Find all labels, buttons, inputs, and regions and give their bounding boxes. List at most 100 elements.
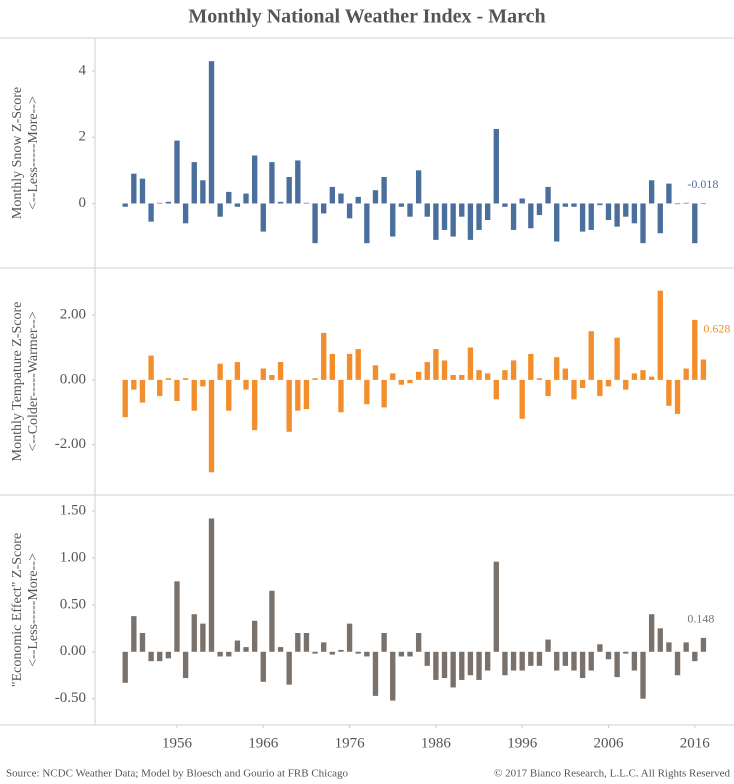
bar bbox=[502, 370, 508, 380]
bar bbox=[286, 379, 292, 432]
bar bbox=[321, 642, 327, 652]
bar bbox=[174, 581, 180, 652]
bar bbox=[623, 379, 629, 390]
bar bbox=[476, 651, 482, 680]
bar bbox=[329, 186, 336, 204]
y-axis-label: Monthly Tempature Z-Score bbox=[10, 302, 25, 462]
bar bbox=[571, 379, 577, 400]
bar bbox=[415, 371, 422, 380]
bar bbox=[692, 319, 698, 380]
bar bbox=[372, 651, 379, 696]
bar bbox=[148, 651, 154, 662]
bar bbox=[312, 651, 318, 654]
y-axis-label: <--Less-----More--> bbox=[26, 96, 41, 210]
bar bbox=[666, 379, 672, 406]
bar bbox=[571, 651, 577, 671]
bar bbox=[450, 203, 456, 237]
bar bbox=[415, 170, 422, 204]
bar bbox=[200, 180, 206, 204]
bar bbox=[191, 614, 197, 652]
bar bbox=[562, 203, 569, 207]
bar bbox=[329, 353, 336, 380]
bar bbox=[200, 379, 206, 387]
bar bbox=[157, 202, 163, 204]
bar bbox=[381, 176, 387, 204]
x-tick-label: 1966 bbox=[248, 735, 279, 751]
bar bbox=[398, 203, 405, 207]
bar bbox=[131, 379, 137, 390]
bar bbox=[251, 620, 258, 652]
y-tick-label: 1.00 bbox=[60, 549, 86, 565]
bar bbox=[329, 651, 336, 655]
bar bbox=[174, 379, 180, 401]
bar bbox=[536, 203, 543, 216]
bar bbox=[381, 633, 387, 652]
bar bbox=[441, 203, 448, 230]
bar bbox=[217, 203, 223, 217]
bar bbox=[131, 616, 137, 652]
bar bbox=[554, 651, 560, 671]
bar bbox=[364, 203, 370, 244]
bar bbox=[269, 590, 275, 652]
y-tick-label: 0.00 bbox=[60, 643, 86, 659]
bar bbox=[148, 355, 154, 380]
bar bbox=[424, 203, 430, 217]
bar bbox=[683, 642, 689, 652]
bar bbox=[139, 379, 146, 403]
x-tick-label: 2006 bbox=[593, 735, 624, 751]
bar bbox=[657, 203, 663, 234]
bar bbox=[338, 649, 344, 652]
bar bbox=[338, 379, 344, 413]
copyright-note: © 2017 Bianco Research, L.L.C. All Right… bbox=[494, 768, 730, 780]
bar bbox=[683, 368, 689, 380]
bar bbox=[243, 193, 249, 204]
bar bbox=[692, 651, 698, 662]
y-tick-label: 1.50 bbox=[60, 502, 86, 518]
y-tick-label: 2.00 bbox=[60, 306, 86, 322]
data-label: 0.628 bbox=[703, 321, 730, 335]
bar bbox=[614, 203, 620, 227]
bar bbox=[182, 203, 189, 224]
bar bbox=[191, 162, 197, 204]
bar bbox=[648, 376, 655, 380]
bar bbox=[381, 379, 387, 408]
bar bbox=[459, 375, 465, 380]
y-tick-label: 0.00 bbox=[60, 371, 86, 387]
bar bbox=[424, 362, 430, 380]
bar bbox=[243, 379, 249, 390]
bar bbox=[131, 173, 137, 204]
bar bbox=[321, 203, 327, 214]
bar bbox=[640, 203, 646, 244]
bar bbox=[700, 203, 707, 205]
bar bbox=[640, 651, 646, 699]
data-label: 0.148 bbox=[687, 612, 714, 626]
bar bbox=[700, 359, 707, 380]
bar bbox=[484, 373, 491, 380]
bar bbox=[165, 651, 172, 659]
bar bbox=[597, 203, 603, 206]
bar bbox=[493, 379, 499, 400]
y-tick-label: -0.50 bbox=[55, 690, 86, 706]
bar bbox=[364, 379, 370, 405]
bar bbox=[674, 203, 681, 205]
bar bbox=[640, 370, 646, 380]
bar bbox=[260, 651, 266, 682]
bar bbox=[476, 370, 482, 380]
bar bbox=[657, 628, 663, 652]
bar bbox=[554, 203, 560, 242]
bar bbox=[562, 368, 569, 380]
bar bbox=[536, 378, 543, 380]
bar bbox=[277, 362, 284, 380]
bar bbox=[579, 651, 586, 679]
bar bbox=[355, 196, 361, 204]
bar bbox=[459, 203, 465, 217]
bar bbox=[623, 203, 629, 217]
x-tick-label: 1976 bbox=[335, 735, 366, 751]
bar bbox=[260, 203, 266, 232]
bar bbox=[433, 203, 439, 240]
bar bbox=[648, 614, 655, 652]
bar bbox=[510, 203, 517, 230]
bar bbox=[692, 203, 698, 244]
bar bbox=[303, 633, 310, 652]
